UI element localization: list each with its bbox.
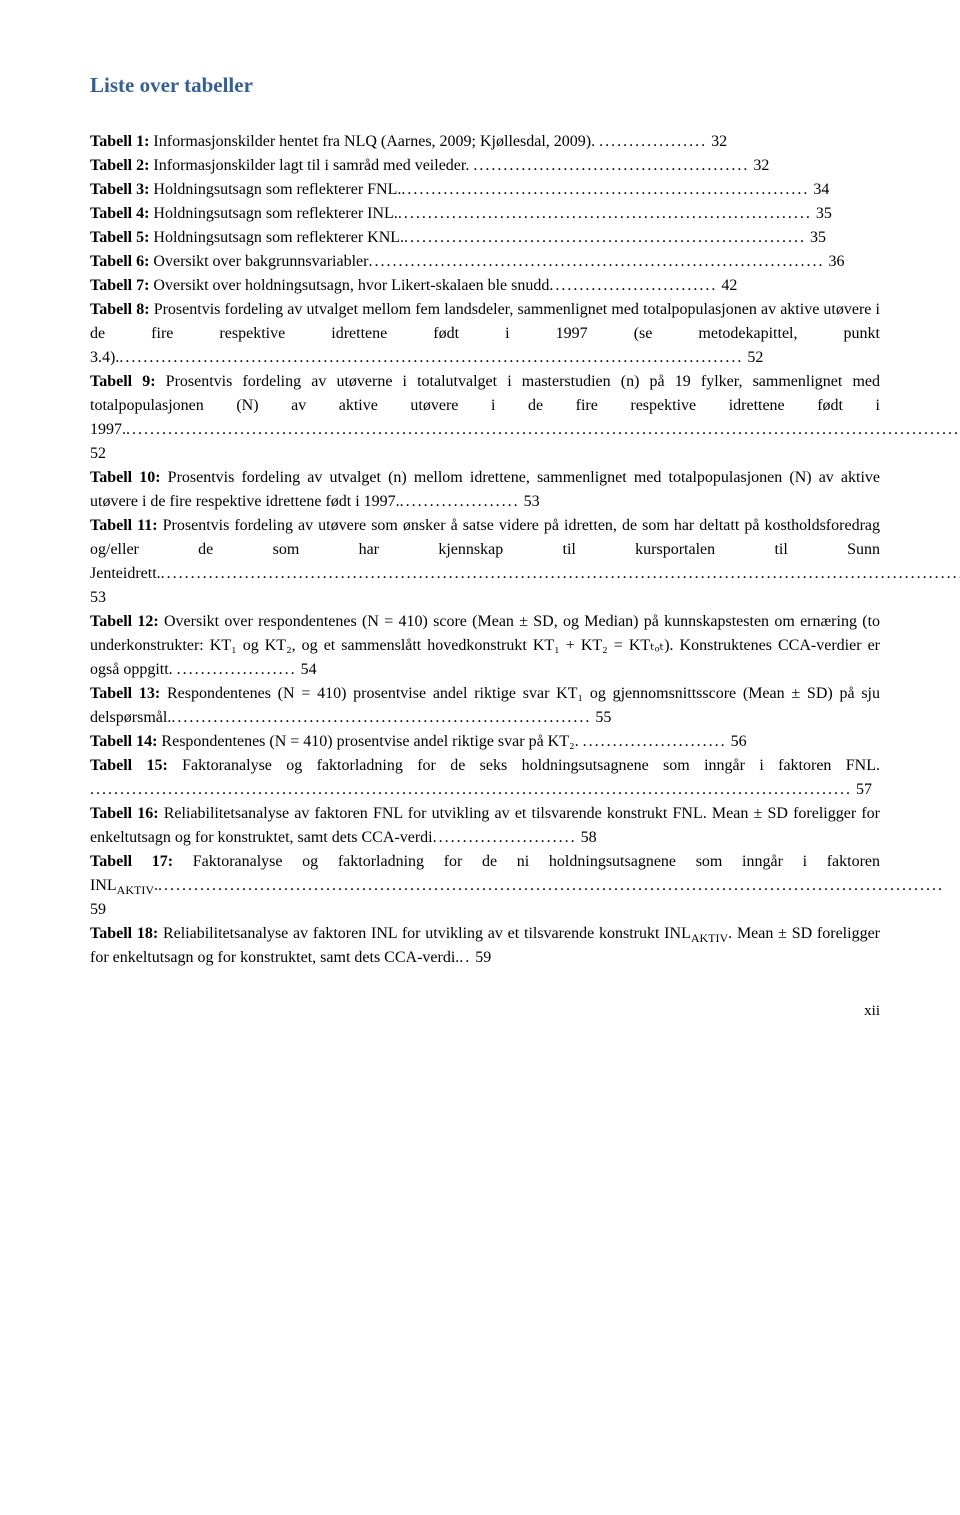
toc-entry-label: Tabell 3: [90, 181, 149, 198]
toc-entry-text: Holdningsutsagn som reflekterer FNL. [149, 181, 401, 198]
toc-entry-page: 52 [90, 445, 106, 462]
toc-entry-leader: .................. [599, 133, 707, 150]
toc-entry-leader: ........................................… [398, 205, 812, 222]
toc-entry-text: Oversikt over bakgrunnsvariabler [149, 253, 368, 270]
toc-entry: Tabell 2: Informasjonskilder lagt til i … [90, 154, 880, 178]
toc-entry: Tabell 5: Holdningsutsagn som reflektere… [90, 226, 880, 250]
toc-entry-leader: .................... [177, 661, 297, 678]
toc-entry-page: 57 [852, 781, 872, 798]
toc-entry-leader: .................... [400, 493, 520, 510]
toc-entry-leader: ........................................… [404, 229, 806, 246]
toc-entry-page: 54 [297, 661, 317, 678]
toc-entry-label: Tabell 11: [90, 517, 158, 534]
toc-entry: Tabell 13: Respondentenes (N = 410) pros… [90, 682, 880, 730]
toc-entry-label: Tabell 17: [90, 853, 173, 870]
toc-entry-text: Faktoranalyse og faktorladning for de se… [168, 757, 880, 774]
toc-entry-text: Informasjonskilder hentet fra NLQ (Aarne… [149, 133, 599, 150]
toc-entries: Tabell 1: Informasjonskilder hentet fra … [90, 130, 880, 970]
toc-entry-text: Respondentenes (N = 410) prosentvise and… [157, 733, 582, 750]
toc-entry-leader: ........................................… [171, 709, 591, 726]
toc-entry-label: Tabell 9: [90, 373, 156, 390]
toc-entry-label: Tabell 6: [90, 253, 149, 270]
toc-entry-label: Tabell 8: [90, 301, 150, 318]
toc-entry-label: Tabell 18: [90, 925, 158, 942]
toc-entry-page: 36 [824, 253, 844, 270]
toc-entry-page: 55 [591, 709, 611, 726]
toc-entry-label: Tabell 4: [90, 205, 149, 222]
toc-entry-leader: ........................ [583, 733, 727, 750]
toc-entry-page: 59 [471, 949, 491, 966]
toc-entry-page: 53 [90, 589, 106, 606]
toc-entry: Tabell 8: Prosentvis fordeling av utvalg… [90, 298, 880, 370]
toc-entry-leader: ........................................… [90, 781, 852, 798]
toc-entry-leader: ........................................… [401, 181, 809, 198]
toc-entry-leader: ........................................… [473, 157, 749, 174]
toc-entry: Tabell 7: Oversikt over holdningsutsagn,… [90, 274, 880, 298]
toc-entry-label: Tabell 2: [90, 157, 149, 174]
toc-entry: Tabell 11: Prosentvis fordeling av utøve… [90, 514, 880, 610]
toc-entry-page: 59 [90, 901, 106, 918]
toc-entry-leader: ........................ [433, 829, 577, 846]
page-number: xii [90, 1000, 880, 1023]
toc-entry: Tabell 10: Prosentvis fordeling av utval… [90, 466, 880, 514]
toc-entry-page: 35 [812, 205, 832, 222]
toc-entry-page: 32 [707, 133, 727, 150]
toc-entry-label: Tabell 15: [90, 757, 168, 774]
toc-entry-label: Tabell 14: [90, 733, 157, 750]
toc-entry-label: Tabell 5: [90, 229, 149, 246]
toc-entry-label: Tabell 1: [90, 133, 149, 150]
toc-entry-leader: ........................................… [158, 877, 944, 894]
page-title: Liste over tabeller [90, 70, 880, 102]
toc-entry: Tabell 15: Faktoranalyse og faktorladnin… [90, 754, 880, 802]
toc-entry-page: 58 [577, 829, 597, 846]
toc-entry: Tabell 9: Prosentvis fordeling av utøver… [90, 370, 880, 466]
toc-entry-page: 42 [717, 277, 737, 294]
toc-entry: Tabell 16: Reliabilitetsanalyse av fakto… [90, 802, 880, 850]
toc-entry-leader: ........................................… [119, 349, 743, 366]
toc-entry-page: 52 [743, 349, 763, 366]
toc-entry: Tabell 3: Holdningsutsagn som reflektere… [90, 178, 880, 202]
toc-entry-label: Tabell 13: [90, 685, 160, 702]
toc-entry-leader: .. [459, 949, 471, 966]
toc-entry-leader: ........................................… [368, 253, 824, 270]
toc-entry-label: Tabell 12: [90, 613, 159, 630]
toc-entry-label: Tabell 10: [90, 469, 161, 486]
toc-entry-text: Holdningsutsagn som reflekterer KNL. [149, 229, 404, 246]
toc-entry: Tabell 4: Holdningsutsagn som reflektere… [90, 202, 880, 226]
toc-entry: Tabell 18: Reliabilitetsanalyse av fakto… [90, 922, 880, 970]
toc-entry-leader: ........................................… [161, 565, 960, 582]
toc-entry-text: Oversikt over holdningsutsagn, hvor Like… [149, 277, 549, 294]
toc-entry-page: 35 [806, 229, 826, 246]
toc-entry-text: Holdningsutsagn som reflekterer INL. [149, 205, 397, 222]
toc-entry-page: 53 [520, 493, 540, 510]
toc-entry: Tabell 12: Oversikt over respondentenes … [90, 610, 880, 682]
toc-entry-leader: ............................ [549, 277, 717, 294]
toc-entry-page: 32 [749, 157, 769, 174]
toc-entry: Tabell 1: Informasjonskilder hentet fra … [90, 130, 880, 154]
toc-entry-text: Informasjonskilder lagt til i samråd med… [149, 157, 473, 174]
toc-entry-label: Tabell 16: [90, 805, 159, 822]
toc-entry: Tabell 17: Faktoranalyse og faktorladnin… [90, 850, 880, 922]
toc-entry-page: 34 [809, 181, 829, 198]
toc-entry: Tabell 6: Oversikt over bakgrunnsvariabl… [90, 250, 880, 274]
toc-entry-leader: ........................................… [126, 421, 960, 438]
toc-entry-label: Tabell 7: [90, 277, 149, 294]
toc-entry-page: 56 [727, 733, 747, 750]
toc-entry: Tabell 14: Respondentenes (N = 410) pros… [90, 730, 880, 754]
